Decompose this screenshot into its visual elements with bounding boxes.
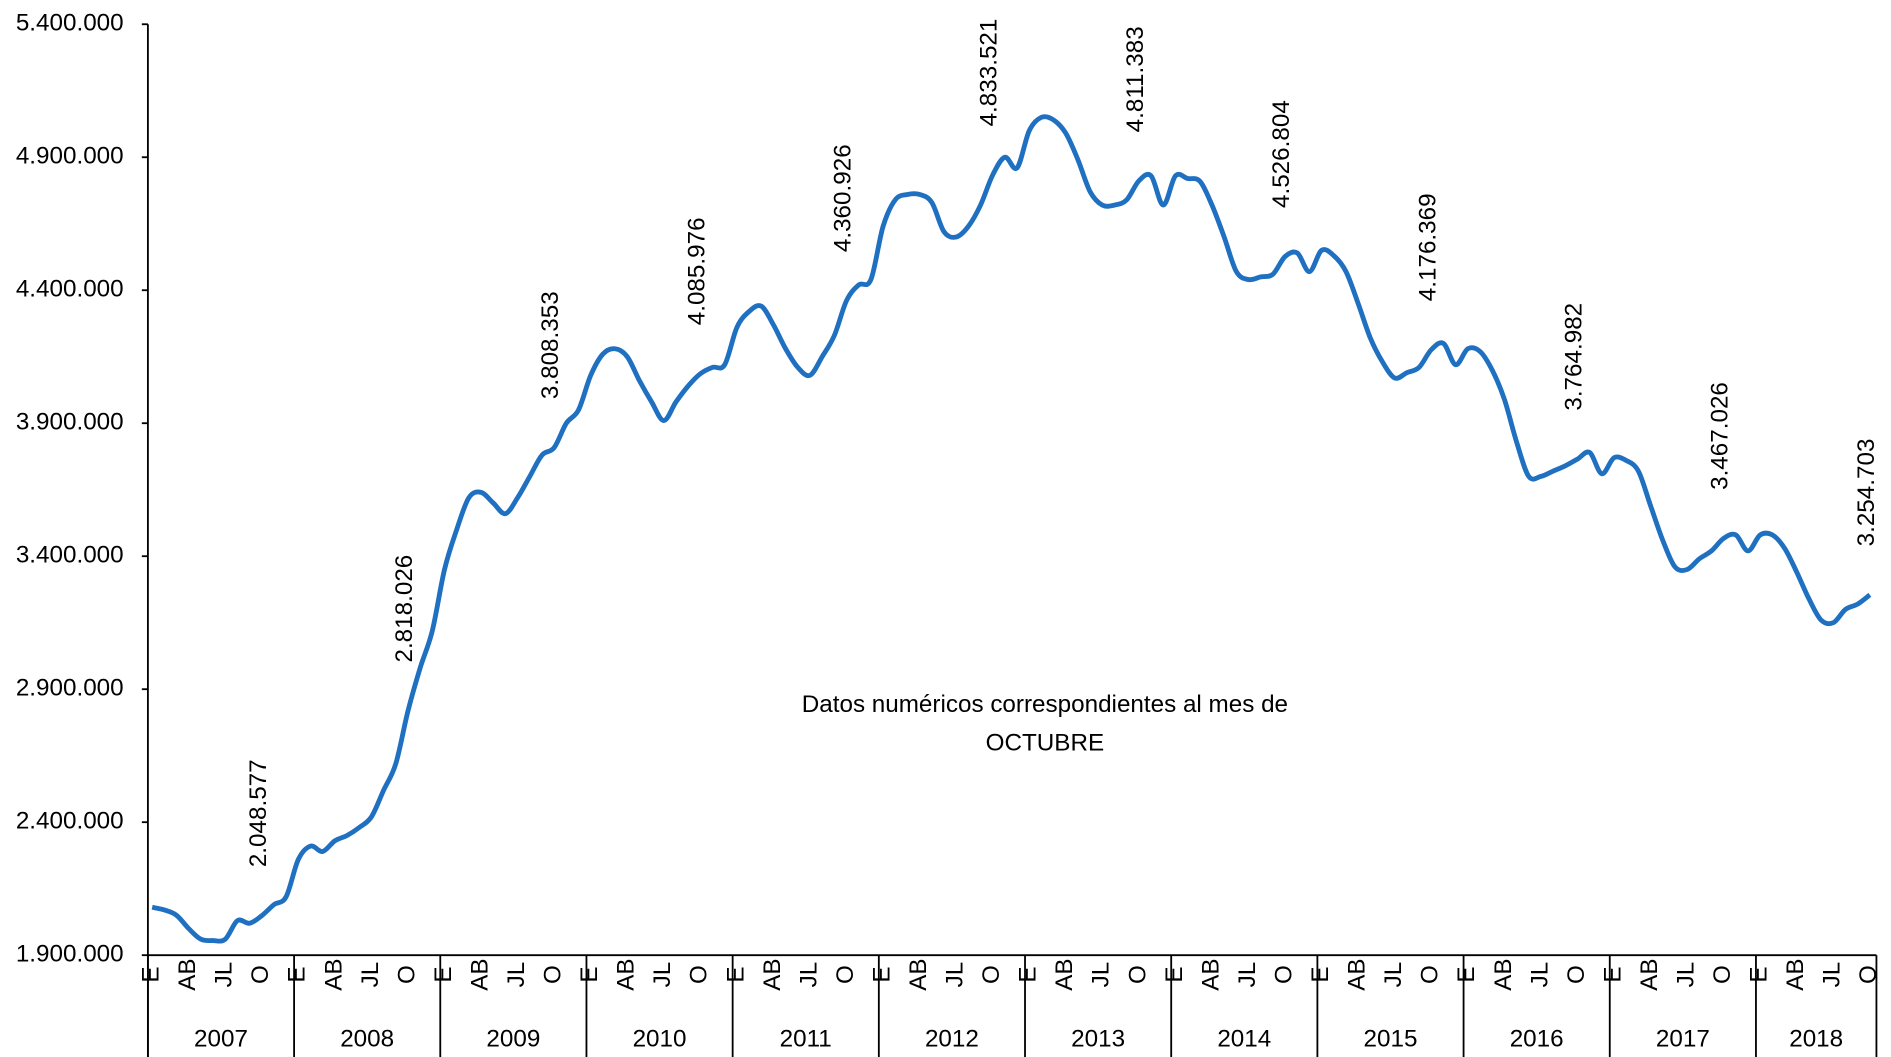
data-label: 4.811.383 (1122, 26, 1149, 132)
x-tick-label: E (868, 966, 895, 982)
data-label: 3.467.026 (1707, 382, 1734, 490)
y-tick-label: 2.400.000 (16, 808, 124, 835)
year-label: 2018 (1789, 1025, 1843, 1052)
data-line (151, 114, 1872, 944)
x-tick-label: O (1709, 965, 1736, 984)
year-label: 2014 (1217, 1025, 1271, 1052)
y-tick-label: 4.400.000 (16, 276, 124, 303)
x-tick-label: O (686, 965, 713, 984)
data-label: 3.254.703 (1853, 439, 1880, 547)
x-tick-label: O (978, 965, 1005, 984)
data-label: 2.048.577 (245, 759, 272, 867)
x-tick-label: O (1270, 965, 1297, 984)
x-tick-label: JL (1673, 962, 1700, 988)
x-tick-label: O (832, 965, 859, 984)
year-label: 2015 (1364, 1025, 1418, 1052)
x-tick-label: O (1124, 965, 1151, 984)
year-label: 2007 (194, 1025, 248, 1052)
x-tick-label: JL (942, 962, 969, 988)
x-tick-label: JL (795, 962, 822, 988)
x-tick-label: AB (1636, 958, 1663, 990)
x-tick-label: O (247, 965, 274, 984)
data-label: 4.176.369 (1414, 193, 1441, 301)
y-tick-label: 4.900.000 (16, 143, 124, 170)
data-label: 3.808.353 (537, 291, 564, 399)
x-tick-label: JL (1234, 962, 1261, 988)
year-label: 2011 (780, 1025, 832, 1052)
x-tick-label: AB (466, 958, 493, 990)
x-tick-label: E (284, 966, 311, 982)
year-label: 2016 (1510, 1025, 1564, 1052)
x-tick-label: JL (211, 962, 238, 988)
x-tick-label: E (430, 966, 457, 982)
x-tick-label: AB (320, 958, 347, 990)
x-tick-label: AB (174, 958, 201, 990)
x-tick-label: AB (1782, 958, 1809, 990)
data-label: 3.764.982 (1560, 303, 1587, 411)
data-label: 4.085.976 (683, 217, 710, 325)
y-tick-label: 2.900.000 (16, 675, 124, 702)
y-tick-label: 3.400.000 (16, 542, 124, 569)
x-tick-label: AB (1197, 958, 1224, 990)
data-label: 2.818.026 (391, 555, 418, 663)
x-tick-label: E (576, 966, 603, 982)
x-tick-label: E (1746, 966, 1773, 982)
data-label: 4.360.926 (830, 144, 857, 252)
x-tick-label: JL (503, 962, 530, 988)
x-tick-label: E (1161, 966, 1188, 982)
y-tick-label: 1.900.000 (16, 941, 124, 968)
x-tick-label: O (1417, 965, 1444, 984)
year-label: 2013 (1071, 1025, 1125, 1052)
year-label: 2009 (486, 1025, 540, 1052)
x-tick-label: AB (905, 958, 932, 990)
x-tick-label: AB (1490, 958, 1517, 990)
x-tick-label: AB (1344, 958, 1371, 990)
x-tick-label: JL (357, 962, 384, 988)
y-tick-label: 5.400.000 (16, 10, 124, 37)
x-tick-label: E (1015, 966, 1042, 982)
data-label: 4.833.521 (976, 19, 1003, 127)
x-tick-label: AB (613, 958, 640, 990)
y-tick-label: 3.900.000 (16, 409, 124, 436)
x-tick-label: E (1307, 966, 1334, 982)
x-tick-label: JL (649, 962, 676, 988)
x-tick-label: E (138, 966, 165, 982)
x-tick-label: AB (759, 958, 786, 990)
x-tick-label: JL (1819, 962, 1846, 988)
x-tick-label: JL (1088, 962, 1115, 988)
x-tick-label: E (722, 966, 749, 982)
x-tick-label: E (1599, 966, 1626, 982)
annotation: Datos numéricos correspondientes al mes … (802, 691, 1288, 718)
x-tick-label: O (393, 965, 420, 984)
x-tick-label: O (540, 965, 567, 984)
year-label: 2017 (1656, 1025, 1710, 1052)
annotation: OCTUBRE (986, 730, 1105, 757)
x-tick-label: JL (1380, 962, 1407, 988)
year-label: 2010 (633, 1025, 687, 1052)
year-label: 2012 (925, 1025, 979, 1052)
x-tick-label: O (1855, 965, 1882, 984)
x-tick-label: JL (1526, 962, 1553, 988)
data-label: 4.526.804 (1268, 100, 1295, 208)
year-label: 2008 (340, 1025, 394, 1052)
x-tick-label: O (1563, 965, 1590, 984)
x-tick-label: E (1453, 966, 1480, 982)
x-tick-label: AB (1051, 958, 1078, 990)
